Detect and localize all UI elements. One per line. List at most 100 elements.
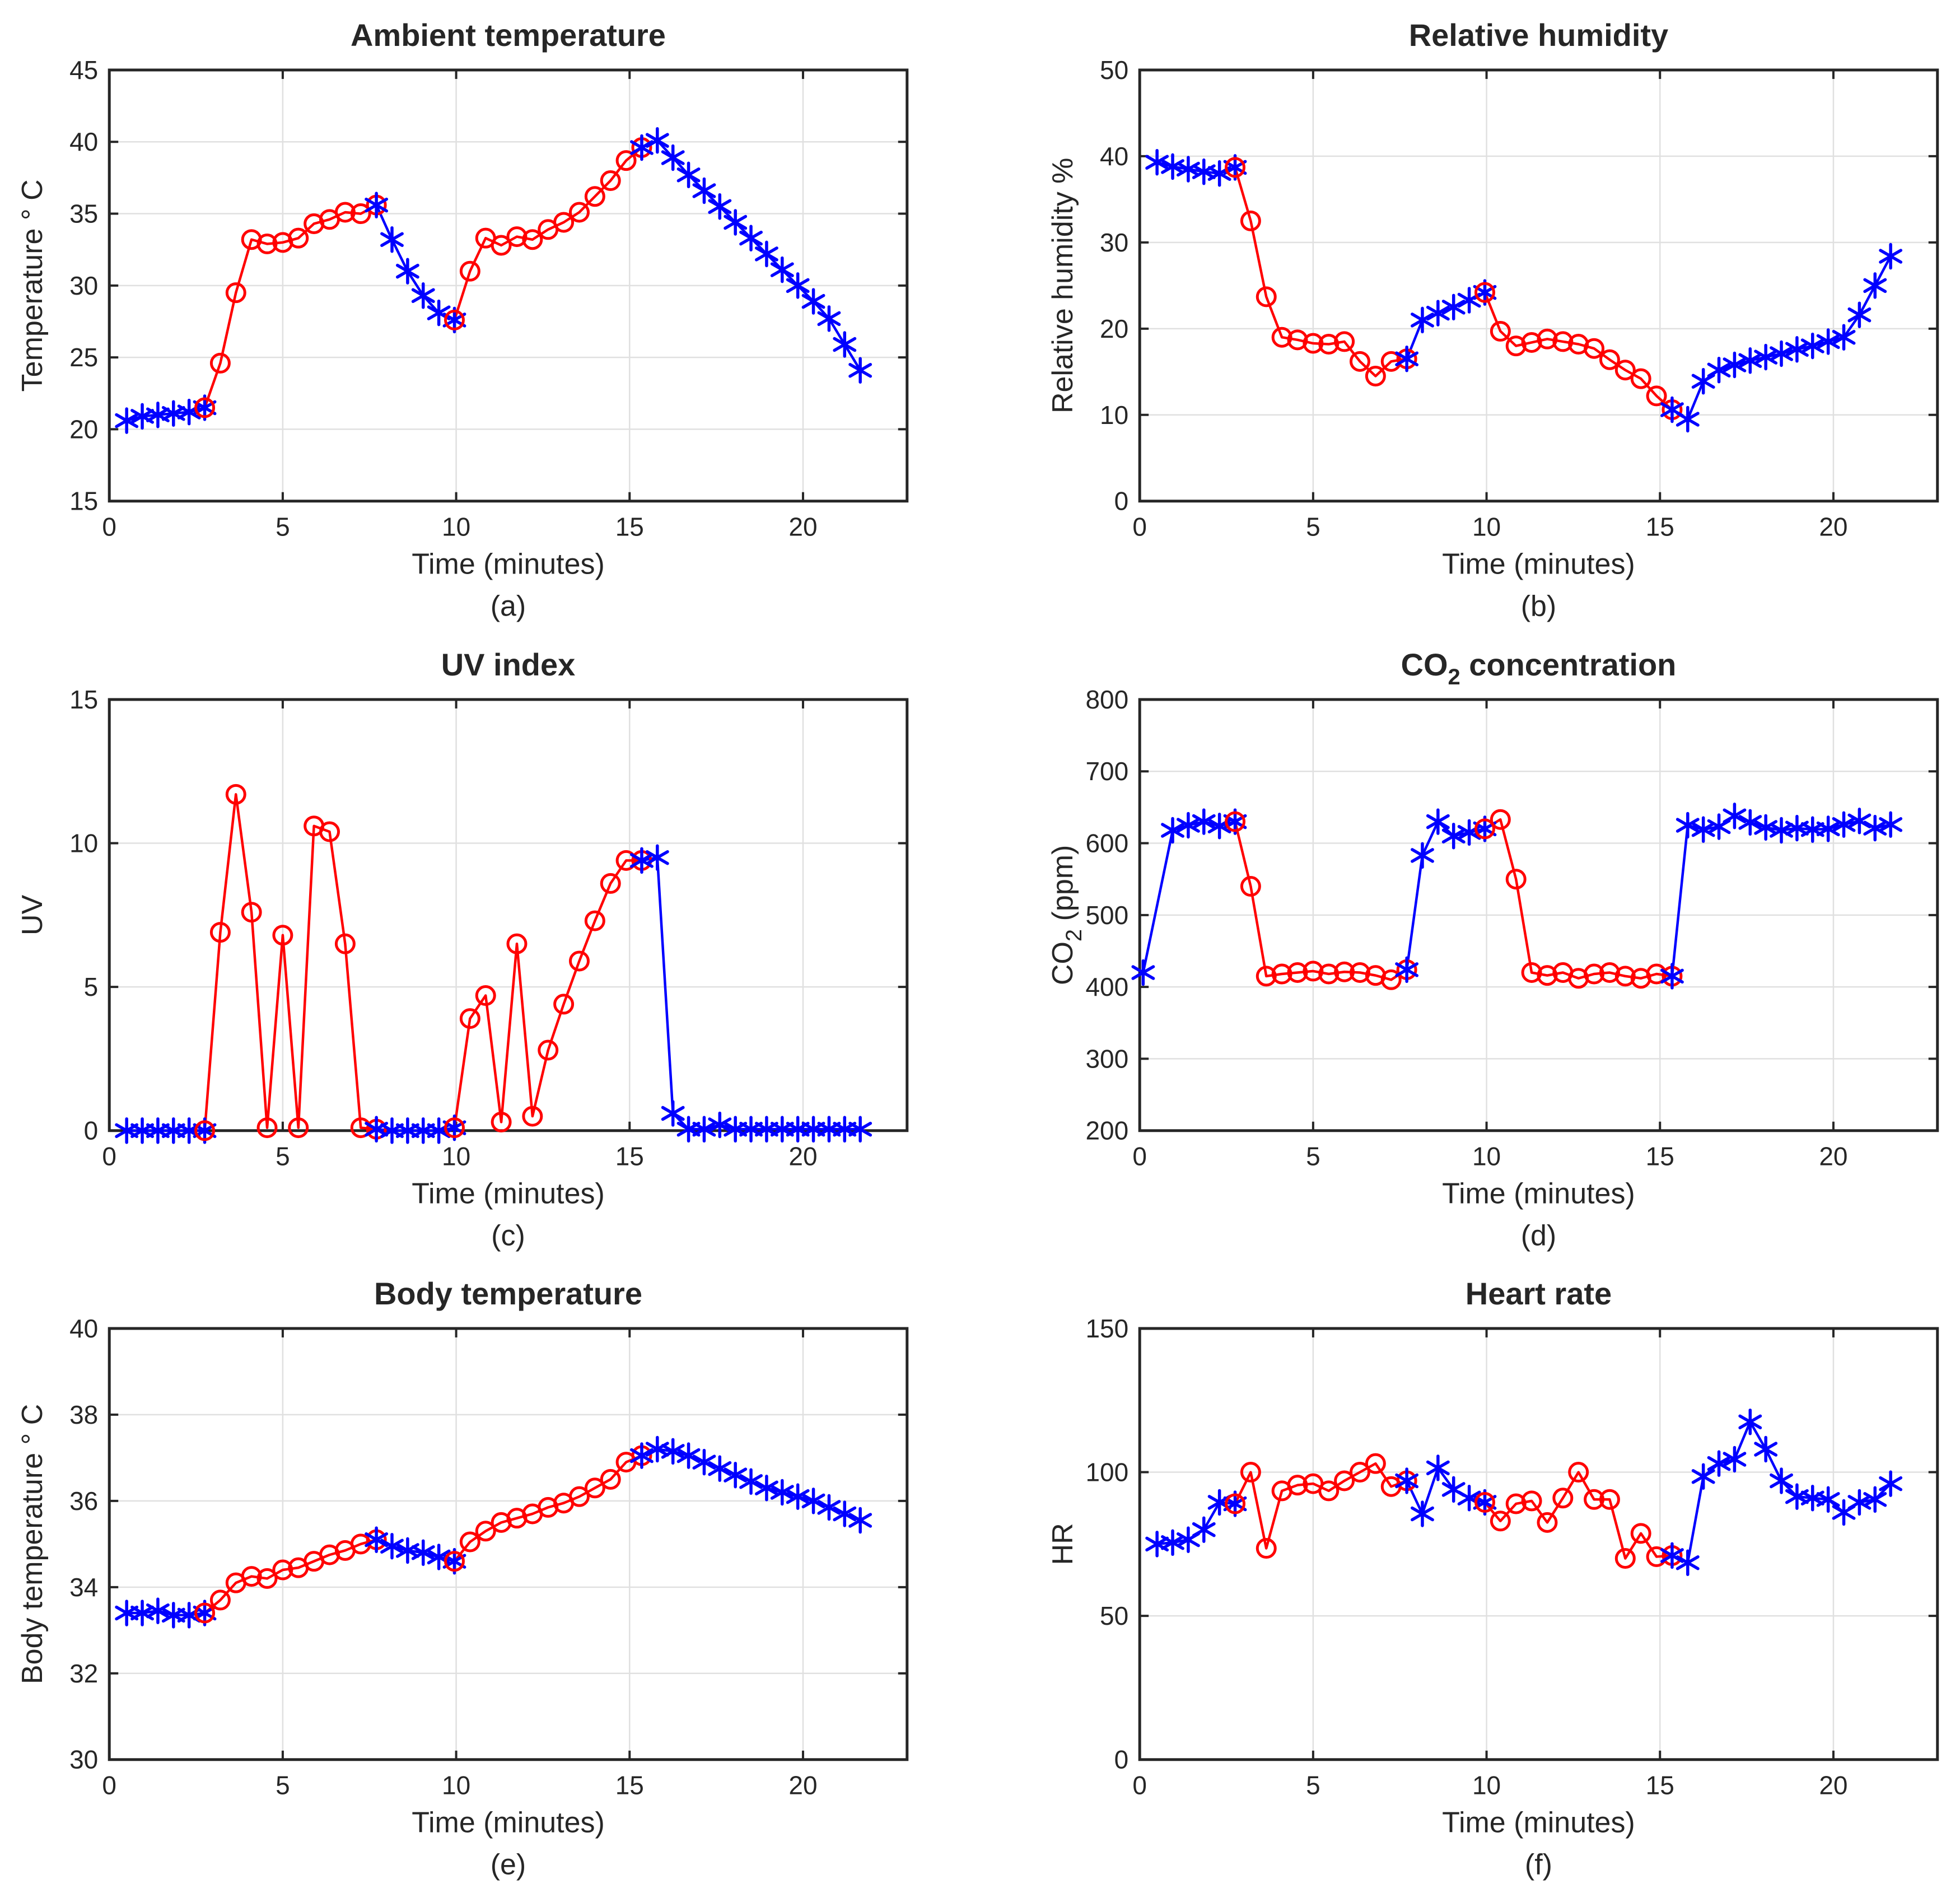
asterisk-spoke (645, 133, 669, 148)
asterisk-marker (1785, 336, 1809, 363)
asterisk-marker (1131, 959, 1155, 986)
circle-marker (1646, 385, 1667, 407)
x-tick-label: 15 (1646, 512, 1674, 542)
asterisk-spoke (1660, 1548, 1684, 1563)
asterisk-marker (786, 1483, 810, 1511)
outdoor-series-markers (194, 194, 387, 418)
asterisk-spoke (692, 183, 716, 198)
asterisk-marker (1192, 808, 1216, 835)
indoor-series-markers (630, 127, 872, 384)
indoor-series-markers (1660, 802, 1903, 990)
asterisk-spoke (1426, 814, 1450, 829)
asterisk-spoke (177, 404, 201, 419)
asterisk-marker (833, 1500, 857, 1528)
circle-marker (600, 873, 621, 894)
circle-marker (1505, 1493, 1527, 1514)
asterisk-spoke (833, 337, 857, 352)
circle-marker (1349, 351, 1370, 372)
asterisk-marker (1863, 814, 1887, 842)
asterisk-spoke (380, 1539, 404, 1554)
asterisk-spoke (1691, 1469, 1715, 1484)
circle-marker (288, 227, 309, 249)
circle-marker (475, 985, 496, 1006)
asterisk-spoke (1192, 814, 1216, 829)
indoor-series-markers (1660, 243, 1903, 433)
asterisk-marker (1176, 812, 1200, 838)
circle-marker (1225, 157, 1246, 178)
y-tick-label: 5 (84, 972, 99, 1001)
circle-marker (506, 933, 528, 954)
asterisk-spoke (1863, 1492, 1887, 1507)
y-tick-label: 400 (1085, 972, 1128, 1001)
panel-caption: (e) (491, 1849, 526, 1881)
outdoor-series-markers (1225, 811, 1417, 990)
y-axis-label: HR (1047, 1523, 1079, 1565)
asterisk-spoke (1192, 1522, 1216, 1537)
asterisk-marker (661, 1438, 685, 1465)
circle-marker (272, 1559, 293, 1581)
asterisk-spoke (1691, 374, 1715, 389)
circle-marker (350, 1117, 371, 1138)
panel-uv-index-plot: 0 5 10 15 20 0 5 10 15 UV index UV Time (minutes) (c… (16, 647, 909, 1252)
asterisk-spoke (1847, 307, 1872, 323)
x-axis-label: Time (minutes) (412, 1807, 605, 1839)
y-axis-label-run: 2 (1062, 929, 1086, 941)
asterisk-marker (630, 134, 654, 161)
asterisk-spoke (365, 1121, 389, 1137)
asterisk-spoke (1723, 1452, 1747, 1467)
circle-marker (615, 150, 637, 171)
circle-marker (600, 170, 621, 192)
panel-title: Ambient temperature (351, 17, 666, 53)
outdoor-series-line (453, 146, 643, 321)
asterisk-spoke (1770, 346, 1793, 361)
circle-marker (194, 1602, 216, 1624)
asterisk-spoke (1676, 412, 1700, 427)
asterisk-spoke (1411, 1507, 1434, 1522)
circle-marker (1256, 286, 1277, 307)
circle-marker (1303, 961, 1324, 982)
asterisk-marker (1723, 802, 1747, 829)
circle-marker (1614, 1548, 1636, 1569)
asterisk-marker (786, 272, 810, 299)
asterisk-spoke (1816, 1492, 1840, 1507)
x-tick-label: 10 (442, 1771, 470, 1800)
asterisk-marker (833, 331, 857, 358)
outdoor-series-line (1483, 292, 1673, 411)
circle-marker (506, 226, 528, 248)
circle-marker (1256, 966, 1277, 987)
asterisk-spoke (630, 1448, 654, 1463)
asterisk-marker (1660, 962, 1684, 990)
asterisk-marker (1426, 300, 1450, 327)
asterisk-spoke (1176, 161, 1200, 177)
circle-marker (1365, 366, 1386, 386)
circle-marker (1256, 1538, 1277, 1559)
x-tick-label: 0 (1132, 1771, 1147, 1800)
asterisk-marker (1723, 351, 1747, 379)
asterisk-spoke (770, 1485, 794, 1500)
asterisk-marker (1738, 347, 1762, 374)
y-tick-label: 15 (69, 685, 98, 714)
asterisk-spoke (786, 278, 810, 293)
circle-marker (1318, 1480, 1340, 1502)
circle-marker (459, 1008, 480, 1029)
y-tick-label: 20 (1100, 314, 1128, 343)
circle-marker (334, 933, 356, 954)
circle-marker (225, 282, 246, 304)
asterisk-spoke (848, 362, 872, 378)
outdoor-series-line (1234, 1462, 1407, 1550)
circle-marker (1505, 868, 1527, 889)
y-tick-label: 50 (1100, 55, 1128, 85)
circle-marker (1334, 331, 1355, 352)
circle-marker (256, 233, 278, 254)
circle-marker (1646, 1546, 1667, 1568)
circle-marker (1584, 963, 1605, 985)
asterisk-spoke (1879, 817, 1903, 832)
asterisk-marker (395, 258, 419, 285)
asterisk-marker (1411, 306, 1434, 334)
circle-marker (1380, 969, 1402, 990)
panel-title: Body temperature (374, 1276, 642, 1311)
circle-marker (584, 1477, 605, 1499)
y-tick-label: 45 (69, 55, 98, 85)
x-tick-label: 5 (1306, 1771, 1320, 1800)
circle-marker (209, 921, 231, 943)
